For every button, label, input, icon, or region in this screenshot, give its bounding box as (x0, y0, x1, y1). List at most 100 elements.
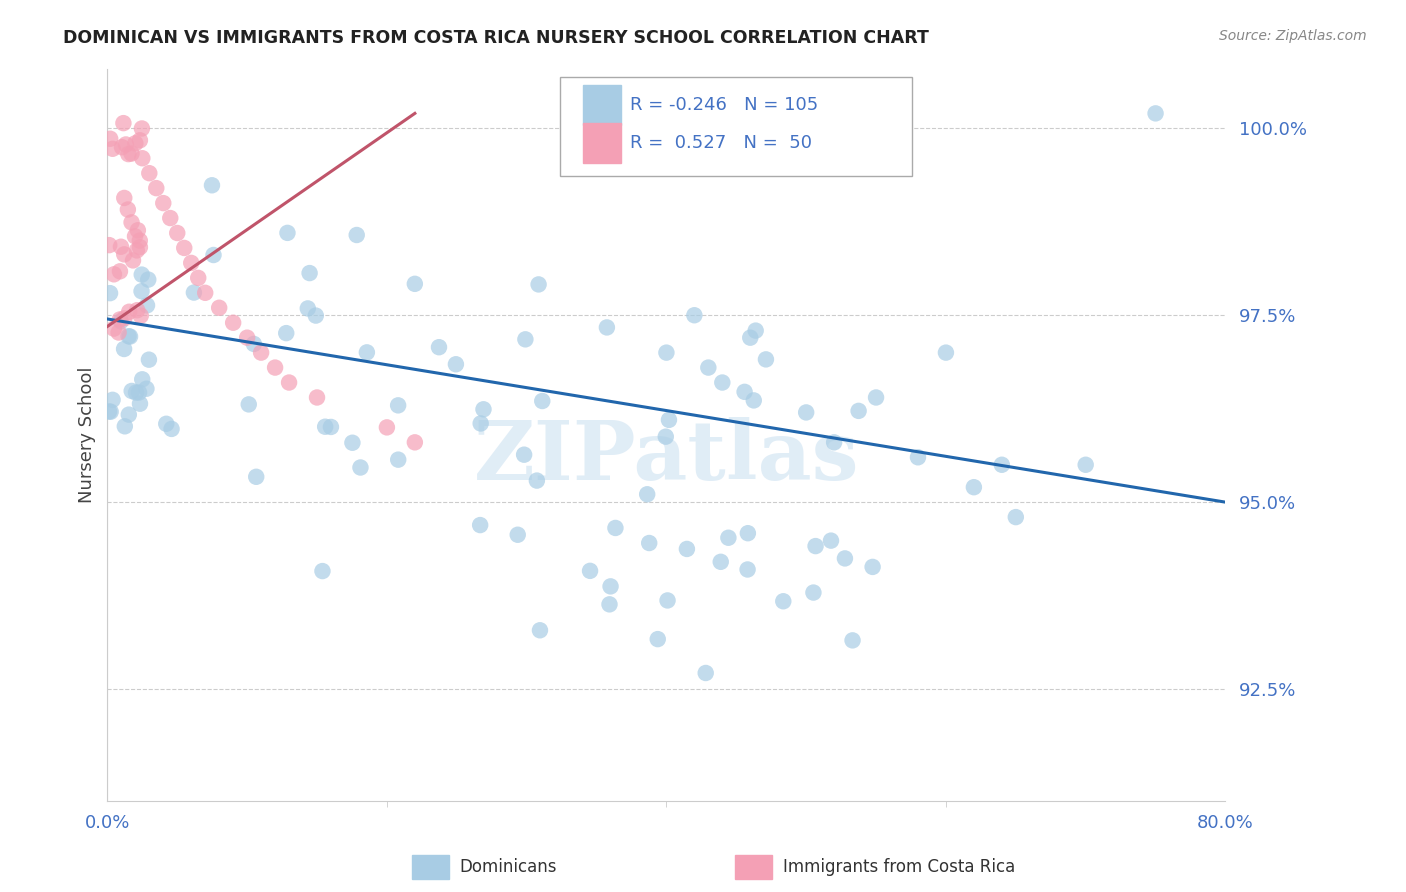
Point (356, 345, 378, 359)
Point (125, 244, 148, 258)
Text: DOMINICAN VS IMMIGRANTS FROM COSTA RICA NURSERY SCHOOL CORRELATION CHART: DOMINICAN VS IMMIGRANTS FROM COSTA RICA … (63, 29, 929, 46)
Point (515, 332, 537, 346)
Point (298, 266, 321, 280)
Point (834, 551, 856, 566)
Point (138, 166, 160, 180)
Point (862, 560, 884, 574)
Point (823, 435, 845, 450)
Point (112, 116, 135, 130)
Point (202, 248, 225, 262)
Point (131, 284, 153, 298)
Point (98, 132, 121, 146)
Point (803, 585, 825, 599)
Point (124, 229, 146, 244)
Point (160, 422, 183, 436)
Point (107, 326, 129, 340)
Point (963, 480, 986, 494)
Point (444, 357, 467, 371)
Point (131, 151, 153, 165)
Point (276, 326, 298, 340)
Point (297, 301, 319, 316)
Point (513, 448, 536, 462)
Y-axis label: Nursery School: Nursery School (79, 367, 96, 503)
Point (314, 419, 336, 434)
Point (166, 226, 188, 240)
Point (122, 253, 145, 268)
Point (404, 277, 426, 291)
Point (638, 536, 661, 550)
Point (349, 460, 371, 475)
Point (183, 285, 205, 300)
Point (98, 238, 121, 252)
Point (655, 430, 678, 444)
Point (117, 202, 139, 217)
Point (115, 137, 138, 152)
Point (187, 271, 209, 285)
Point (129, 133, 152, 147)
Point (311, 564, 333, 578)
Point (737, 562, 759, 576)
Point (108, 264, 131, 278)
Point (305, 309, 328, 323)
Point (744, 324, 766, 338)
Point (319, 420, 342, 434)
Point (103, 268, 125, 282)
Point (387, 398, 409, 412)
Point (173, 241, 195, 255)
Point (131, 372, 153, 386)
Point (136, 298, 159, 312)
Point (112, 342, 135, 356)
Point (683, 308, 706, 322)
Point (155, 417, 177, 431)
Point (131, 268, 153, 282)
Point (820, 533, 842, 548)
Point (527, 277, 550, 292)
Point (159, 211, 181, 225)
Point (865, 391, 887, 405)
Point (697, 360, 720, 375)
Point (121, 384, 143, 398)
Text: R =  0.527   N =  50: R = 0.527 N = 50 (630, 135, 811, 153)
Point (112, 191, 135, 205)
Point (117, 329, 139, 343)
Point (118, 305, 141, 319)
Point (180, 256, 202, 270)
Point (98, 404, 121, 418)
Point (110, 240, 132, 254)
Point (114, 419, 136, 434)
FancyBboxPatch shape (582, 123, 620, 163)
Point (531, 394, 554, 409)
Point (717, 531, 740, 545)
Point (125, 385, 148, 400)
Point (264, 360, 287, 375)
Text: Dominicans: Dominicans (460, 858, 557, 876)
Point (794, 405, 817, 419)
Text: R = -0.246   N = 105: R = -0.246 N = 105 (630, 96, 818, 114)
Point (118, 408, 141, 422)
Point (111, 140, 134, 154)
Point (598, 598, 620, 612)
Point (128, 234, 150, 248)
Text: ZIPatlas: ZIPatlas (474, 417, 859, 497)
Point (742, 393, 765, 408)
Point (427, 340, 450, 354)
Point (100, 405, 122, 419)
Point (145, 181, 167, 195)
Point (772, 594, 794, 608)
Point (529, 624, 551, 638)
Text: Immigrants from Costa Rica: Immigrants from Costa Rica (783, 858, 1015, 876)
Point (387, 452, 409, 467)
Point (991, 458, 1014, 472)
Point (236, 331, 259, 345)
Point (737, 526, 759, 541)
Point (657, 593, 679, 607)
Point (695, 665, 717, 680)
Point (278, 376, 301, 390)
Point (658, 413, 681, 427)
Point (710, 555, 733, 569)
Point (110, 314, 132, 328)
Point (276, 226, 298, 240)
Point (404, 435, 426, 450)
Point (194, 285, 217, 300)
FancyBboxPatch shape (582, 86, 620, 125)
